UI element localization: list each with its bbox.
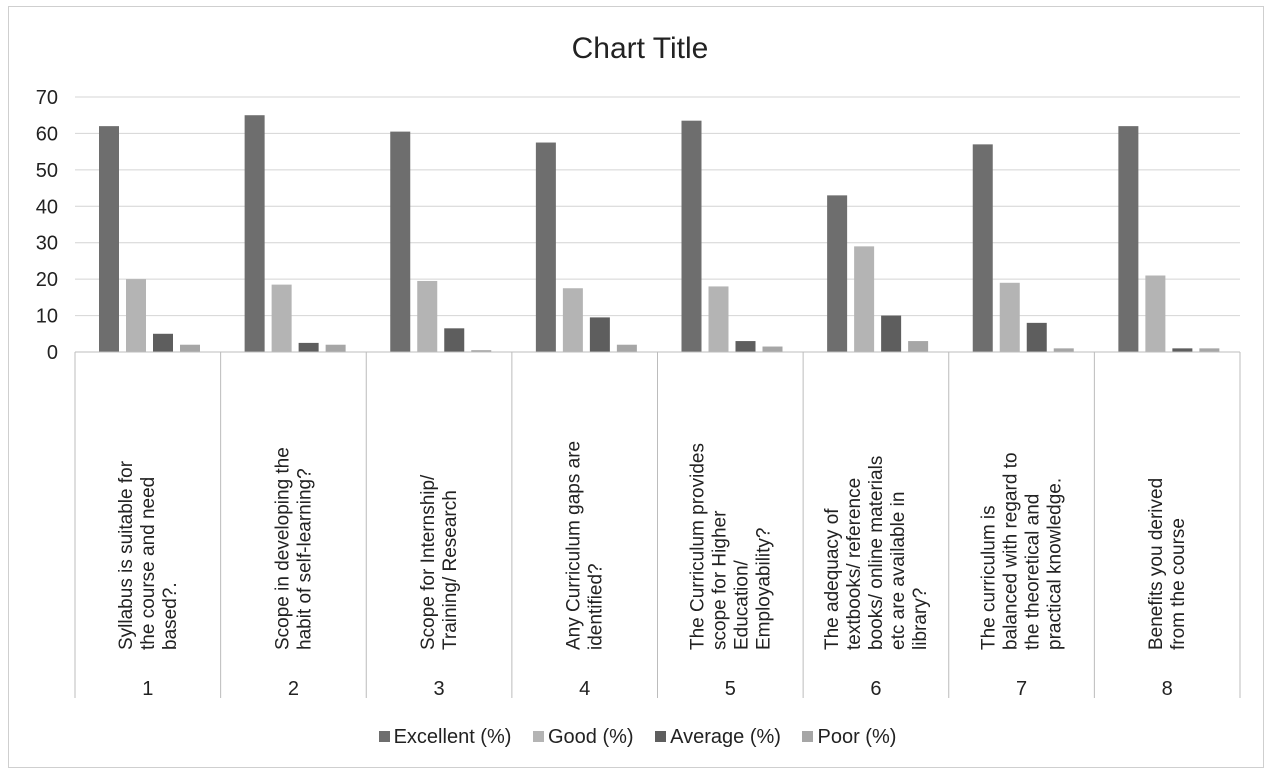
legend-swatch-good [532, 731, 544, 742]
legend-item-poor: Poor (%) [802, 726, 896, 749]
bar-good-4 [562, 288, 583, 352]
bar-poor-5 [762, 346, 783, 352]
bar-average-4 [589, 317, 610, 352]
bar-good-2 [271, 284, 292, 352]
bar-average-1 [153, 333, 173, 352]
category-description: Any Curriculum gaps areidentified? [564, 441, 607, 650]
legend-item-excellent: Excellent (%) [378, 726, 512, 749]
legend-item-good: Good (%) [532, 726, 634, 749]
bar-excellent-4 [535, 142, 556, 352]
bar-excellent-3 [390, 131, 411, 352]
y-tick-label: 20 [36, 269, 58, 291]
legend-swatch-excellent [378, 731, 390, 742]
bar-good-3 [417, 280, 438, 352]
category-label: 5 [725, 678, 736, 700]
bar-excellent-6 [827, 195, 848, 352]
y-tick-label: 60 [36, 123, 58, 145]
legend-swatch-average [655, 731, 667, 742]
category-label: 6 [870, 678, 881, 700]
legend: Excellent (%) Good (%) Average (%) Poor … [0, 726, 1275, 749]
category-description: Benefits you derivedfrom the course [1146, 478, 1189, 650]
bar-poor-4 [616, 344, 637, 352]
category-label: 1 [142, 678, 153, 700]
bar-average-6 [881, 315, 902, 352]
legend-label-excellent: Excellent (%) [393, 726, 512, 748]
category-description: The adequacy oftextbooks/ referencebooks… [822, 456, 931, 650]
category-label: 3 [434, 678, 445, 700]
category-label: 8 [1162, 678, 1173, 700]
bar-good-1 [126, 279, 146, 352]
bar-excellent-1 [99, 126, 119, 353]
bar-average-7 [1026, 322, 1047, 352]
legend-label-average: Average (%) [670, 726, 781, 748]
bar-good-7 [999, 282, 1020, 352]
legend-swatch-poor [802, 731, 814, 742]
legend-label-good: Good (%) [547, 726, 634, 748]
legend-item-average: Average (%) [655, 726, 781, 749]
bar-good-6 [854, 246, 875, 352]
bar-excellent-5 [681, 120, 702, 352]
y-tick-label: 0 [47, 342, 58, 364]
category-description: The Curriculum providesscope for HigherE… [687, 443, 774, 650]
chart-title: Chart Title [572, 32, 709, 65]
bar-poor-2 [325, 344, 346, 352]
bar-average-5 [735, 341, 756, 352]
bar-poor-1 [180, 344, 200, 352]
bar-poor-3 [471, 350, 492, 352]
bar-poor-8 [1199, 348, 1220, 352]
y-tick-label: 10 [36, 306, 58, 328]
bar-poor-7 [1053, 348, 1074, 352]
bar-average-8 [1172, 348, 1193, 352]
category-description: The curriculum isbalanced with regard to… [979, 452, 1066, 650]
bar-excellent-7 [972, 144, 993, 352]
category-label: 2 [288, 678, 299, 700]
y-tick-label: 70 [36, 87, 58, 109]
category-description: Scope in developing thehabit of self-lea… [272, 447, 315, 650]
y-tick-label: 40 [36, 196, 58, 218]
y-tick-label: 30 [36, 233, 58, 255]
bar-poor-6 [908, 341, 929, 352]
category-description: Syllabus is suitable forthe course and n… [116, 460, 181, 650]
bar-excellent-8 [1118, 126, 1139, 353]
category-description: Scope for Internship/Training/ Research [418, 474, 461, 650]
bar-good-8 [1145, 275, 1166, 352]
bar-excellent-2 [244, 115, 265, 352]
y-tick-label: 50 [36, 160, 58, 182]
bar-average-3 [444, 328, 465, 352]
bar-good-5 [708, 286, 729, 352]
category-label: 7 [1016, 678, 1027, 700]
category-label: 4 [579, 678, 590, 700]
legend-label-poor: Poor (%) [817, 726, 897, 748]
bar-average-2 [298, 342, 319, 352]
